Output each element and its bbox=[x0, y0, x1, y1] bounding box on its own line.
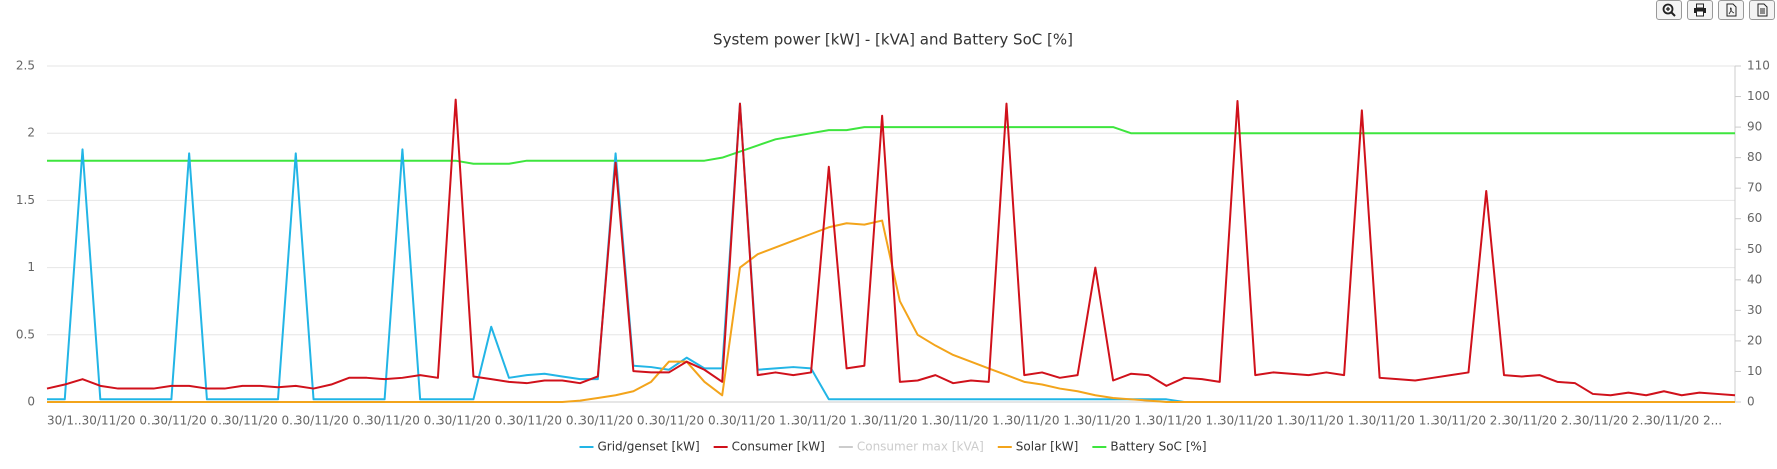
x-tick-label: 30/11/20 1... bbox=[721, 414, 798, 428]
legend-item[interactable]: Consumer max [kVA] bbox=[838, 440, 984, 454]
y2-tick-label: 20 bbox=[1747, 333, 1762, 347]
pdf-button[interactable] bbox=[1718, 0, 1744, 20]
x-tick-label: 30/11/20 1... bbox=[935, 414, 1012, 428]
x-tick-label: 30/11/20 0... bbox=[82, 414, 159, 428]
x-tick-label: 30/1... bbox=[47, 414, 85, 428]
legend-label: Battery SoC [%] bbox=[1110, 440, 1206, 454]
x-tick-label: 30/11/20 2... bbox=[1503, 414, 1580, 428]
x-tick-label: 30/11/20 1... bbox=[1361, 414, 1438, 428]
y2-tick-label: 70 bbox=[1747, 181, 1762, 195]
x-tick-label: 30/11/20 1... bbox=[1006, 414, 1083, 428]
x-tick-label: 30/11/20 1... bbox=[1148, 414, 1225, 428]
x-tick-label: 30/11/20 2... bbox=[1645, 414, 1722, 428]
legend-label: Solar [kW] bbox=[1016, 440, 1079, 454]
y-tick-label: 0.5 bbox=[16, 327, 35, 341]
zoom-button[interactable] bbox=[1656, 0, 1682, 20]
doc-button[interactable] bbox=[1749, 0, 1775, 20]
y-tick-label: 2.5 bbox=[16, 59, 35, 73]
y-tick-label: 2 bbox=[27, 126, 35, 140]
legend-item[interactable]: Solar [kW] bbox=[997, 440, 1079, 454]
x-tick-label: 30/11/20 0... bbox=[650, 414, 727, 428]
legend-item[interactable]: Battery SoC [%] bbox=[1092, 440, 1207, 454]
chart-title: System power [kW] - [kVA] and Battery So… bbox=[713, 31, 1073, 49]
legend-label: Consumer max [kVA] bbox=[857, 440, 984, 454]
y2-tick-label: 40 bbox=[1747, 272, 1762, 286]
x-tick-label: 30/11/20 0... bbox=[508, 414, 585, 428]
x-tick-label: 30/11/20 0... bbox=[437, 414, 514, 428]
x-tick-label: 30/11/20 0... bbox=[295, 414, 372, 428]
pdf-icon bbox=[1726, 3, 1737, 17]
y2-tick-label: 100 bbox=[1747, 89, 1770, 103]
y2-tick-label: 60 bbox=[1747, 211, 1762, 225]
series-line bbox=[46, 98, 1736, 397]
legend: Grid/genset [kW] Consumer [kW] Consumer ma… bbox=[579, 440, 1207, 454]
x-tick-label: 30/11/20 1... bbox=[1077, 414, 1154, 428]
legend-label: Grid/genset [kW] bbox=[597, 440, 699, 454]
y2-tick-label: 10 bbox=[1747, 364, 1762, 378]
x-tick-label: 30/11/20 0... bbox=[224, 414, 301, 428]
y-tick-label: 1.5 bbox=[16, 193, 35, 207]
y-tick-label: 0 bbox=[27, 395, 35, 409]
x-tick-label: 30/11/20 1... bbox=[792, 414, 869, 428]
y2-tick-label: 90 bbox=[1747, 120, 1762, 134]
y2-tick-label: 50 bbox=[1747, 242, 1762, 256]
y2-tick-label: 30 bbox=[1747, 303, 1762, 317]
x-tick-label: 30/11/20 0... bbox=[366, 414, 443, 428]
x-tick-label: 30/11/20 2... bbox=[1432, 414, 1509, 428]
y2-tick-label: 0 bbox=[1747, 395, 1755, 409]
x-tick-label: 30/11/20 2... bbox=[1574, 414, 1651, 428]
doc-icon bbox=[1757, 3, 1768, 17]
x-tick-label: 30/11/20 1... bbox=[1290, 414, 1367, 428]
x-tick-label: 30/11/20 0... bbox=[153, 414, 230, 428]
y2-tick-label: 80 bbox=[1747, 150, 1762, 164]
y-tick-label: 1 bbox=[27, 260, 35, 274]
x-tick-label: 30/11/20 1... bbox=[1219, 414, 1296, 428]
toolbar bbox=[1656, 0, 1775, 20]
y2-tick-label: 110 bbox=[1747, 59, 1770, 73]
zoom-icon bbox=[1662, 3, 1676, 17]
print-button[interactable] bbox=[1687, 0, 1713, 20]
print-icon bbox=[1694, 3, 1706, 17]
series-line bbox=[47, 126, 1735, 165]
legend-item[interactable]: Consumer [kW] bbox=[713, 440, 825, 454]
legend-label: Consumer [kW] bbox=[732, 440, 825, 454]
x-tick-label: 30/11/20 0... bbox=[579, 414, 656, 428]
x-tick-label: 30/11/20 1... bbox=[863, 414, 940, 428]
legend-item[interactable]: Grid/genset [kW] bbox=[579, 440, 700, 454]
